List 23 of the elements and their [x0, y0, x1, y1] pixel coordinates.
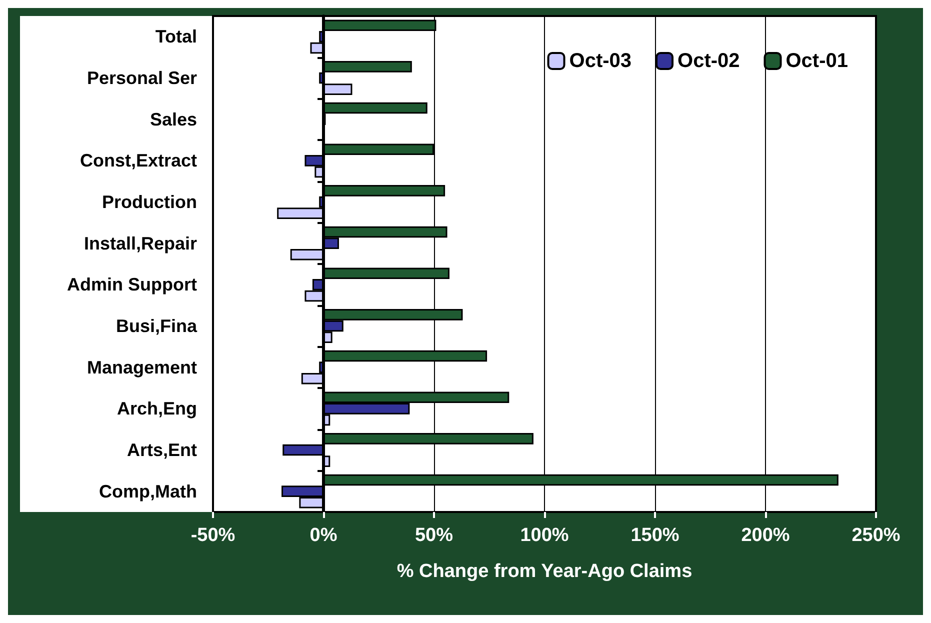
x-tick-label: 100% — [520, 525, 569, 546]
y-tick-label: Const,Extract — [80, 150, 197, 171]
y-tick-label: Arts,Ent — [126, 440, 197, 460]
y-tick-label: Install,Repair — [84, 233, 197, 254]
x-tick-label: 50% — [414, 525, 454, 546]
x-tick-label: 150% — [630, 525, 680, 546]
legend-label: Oct-02 — [678, 50, 740, 72]
y-tick-label: Sales — [150, 109, 197, 130]
legend-label: Oct-01 — [786, 50, 848, 72]
y-tick-label: Personal Ser — [86, 68, 197, 88]
y-tick-label: Management — [86, 357, 197, 378]
y-tick-label: Admin Support — [67, 274, 198, 295]
y-tick-label: Production — [102, 192, 197, 212]
x-tick-label: 250% — [852, 525, 900, 546]
x-tick-label: 200% — [741, 525, 790, 546]
x-tick-label: -50% — [190, 525, 236, 546]
legend-label: Oct-03 — [569, 50, 632, 72]
y-tick-label: Arch,Eng — [116, 398, 197, 419]
x-axis-title: % Change from Year-Ago Claims — [396, 561, 692, 582]
y-tick-label: Comp,Math — [99, 481, 197, 502]
y-tick-label: Total — [155, 26, 197, 47]
x-tick-label: 0% — [310, 525, 338, 546]
y-tick-label: Busi,Fina — [116, 316, 198, 336]
